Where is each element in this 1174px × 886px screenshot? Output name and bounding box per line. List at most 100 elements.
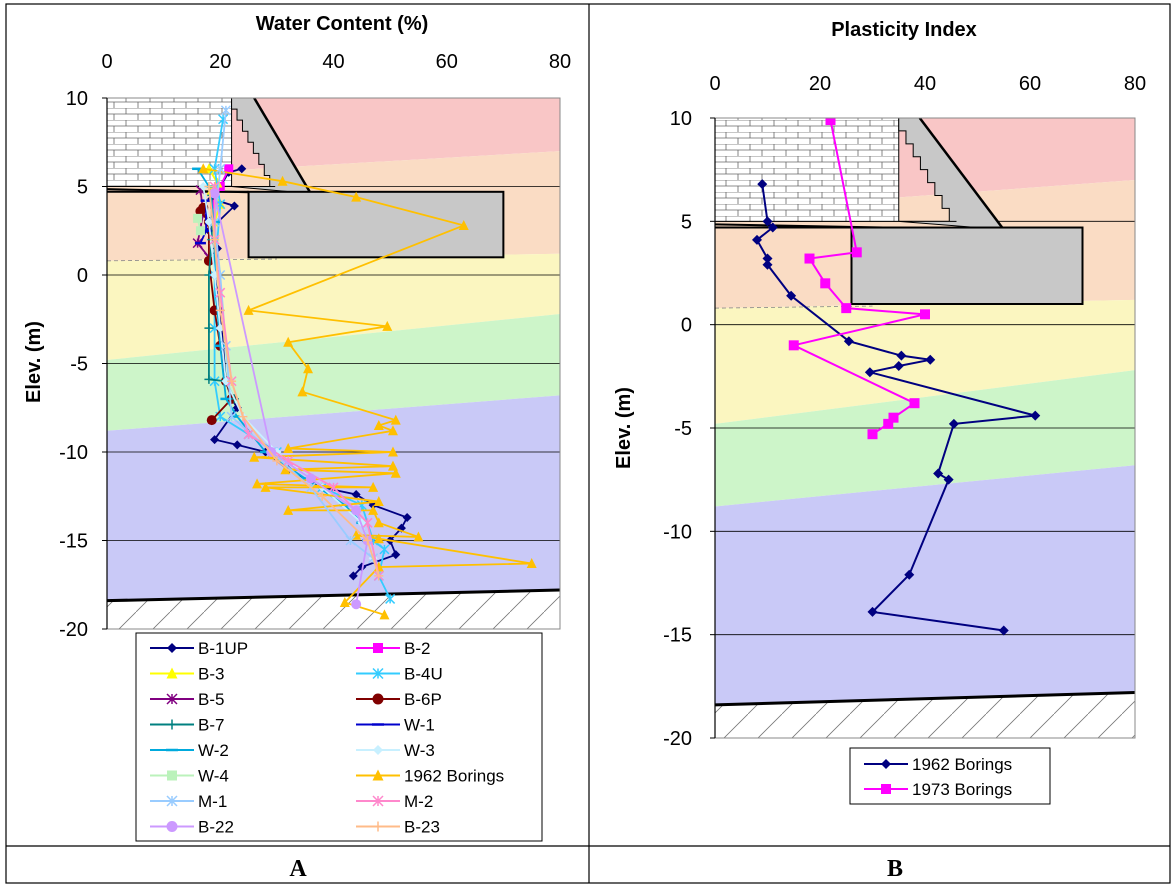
legend-label: B-7 xyxy=(198,716,224,735)
data-point xyxy=(195,226,205,236)
data-point xyxy=(368,504,379,515)
data-point xyxy=(762,253,773,264)
masonry-wall xyxy=(107,98,233,187)
data-point xyxy=(402,512,412,522)
data-point xyxy=(328,482,339,493)
embankment-slope xyxy=(898,118,1005,231)
boundary-dashed xyxy=(107,258,277,262)
legend-swatch-marker xyxy=(373,643,383,653)
legend-label: M-1 xyxy=(198,792,227,811)
data-point xyxy=(272,456,282,466)
data-point xyxy=(387,425,398,436)
y-tick-label: -20 xyxy=(663,728,692,750)
data-point xyxy=(209,376,220,387)
legend-label: 1962 Borings xyxy=(912,755,1012,774)
caption-b: B xyxy=(887,856,903,882)
data-point xyxy=(348,571,358,581)
legend-swatch-marker xyxy=(373,821,383,832)
data-point xyxy=(883,418,894,429)
boundary-dashed xyxy=(715,305,873,309)
soil-layer-4 xyxy=(715,370,1135,507)
data-point xyxy=(1030,410,1041,421)
legend-swatch-marker xyxy=(166,667,178,679)
chart-a-legend: B-1UP B-2 B-3 B-4U B-5 B-6P B-7 W-1 W-2 W-3 W-4 196… xyxy=(135,632,543,842)
data-point xyxy=(893,361,904,371)
data-point xyxy=(888,412,899,423)
chart-b-x-tick-labels: 0 20 40 60 80 xyxy=(709,73,1146,95)
data-point xyxy=(788,340,799,351)
data-point xyxy=(297,386,308,397)
data-point xyxy=(904,569,915,580)
legend-label: B-6P xyxy=(404,690,442,709)
data-point xyxy=(841,303,852,314)
legend-swatch-marker xyxy=(167,719,177,730)
data-point xyxy=(387,460,398,471)
data-point xyxy=(864,367,875,378)
data-point xyxy=(210,235,220,245)
x-tick-label: 60 xyxy=(1019,73,1041,95)
slope-edge xyxy=(253,98,312,195)
chart-b-y-tick-labels: 10 5 0 -5 -10 -15 -20 xyxy=(663,108,715,750)
series-b-23 xyxy=(204,182,384,581)
y-tick-label: -5 xyxy=(674,418,692,440)
caption-a: A xyxy=(289,856,307,882)
data-point xyxy=(391,550,401,560)
data-point xyxy=(243,429,254,440)
structure-block xyxy=(850,226,1084,306)
legend-label: W-1 xyxy=(404,716,435,735)
y-tick-label: 10 xyxy=(66,88,88,110)
masonry-wall xyxy=(715,118,900,222)
data-point xyxy=(933,468,944,479)
plasticity-index-chart: Plasticity Index Elev. (m) 0 20 40 60 80 10 5… xyxy=(613,19,1146,805)
data-point xyxy=(362,536,372,545)
data-point xyxy=(786,290,797,301)
legend-item: W-2 xyxy=(150,741,229,760)
legend-swatch-marker xyxy=(881,784,891,794)
series-1973-borings xyxy=(788,118,930,440)
data-point xyxy=(526,558,537,569)
legend-swatch-marker xyxy=(166,795,178,807)
y-tick-label: -20 xyxy=(59,619,88,641)
legend-swatch-marker xyxy=(372,667,384,680)
data-point xyxy=(458,219,469,230)
data-point xyxy=(362,517,373,528)
data-point xyxy=(232,440,242,450)
data-point xyxy=(920,309,930,320)
y-tick-label: -15 xyxy=(663,625,692,647)
chart-b-legend: 1962 Borings 1973 Borings xyxy=(849,747,1051,805)
data-point xyxy=(896,350,907,361)
legend-label: B-5 xyxy=(198,690,224,709)
legend-swatch-marker xyxy=(166,693,178,705)
y-tick-label: 0 xyxy=(77,265,88,287)
y-tick-label: -10 xyxy=(59,442,88,464)
data-point xyxy=(867,606,878,617)
legend-item: B-5 xyxy=(150,690,224,709)
x-tick-label: 80 xyxy=(1124,73,1146,95)
legend-swatch-marker xyxy=(881,759,891,769)
chart-b-title: Plasticity Index xyxy=(831,19,977,41)
data-point xyxy=(909,398,920,409)
legend-label: B-23 xyxy=(404,818,440,837)
chart-a-x-tick-labels: 0 20 40 60 80 xyxy=(101,51,571,73)
legend-item: W-1 xyxy=(356,716,435,735)
data-point xyxy=(351,191,362,202)
x-tick-label: 0 xyxy=(709,73,720,95)
bedrock-hatch xyxy=(107,590,560,629)
y-tick-label: 5 xyxy=(681,211,692,233)
chart-b-plot-area xyxy=(714,117,1136,739)
legend-label: B-3 xyxy=(198,665,224,684)
legend-item: B-1UP xyxy=(150,639,248,658)
data-point xyxy=(351,489,361,499)
legend-box xyxy=(849,747,1051,805)
data-point xyxy=(204,323,214,333)
y-tick-label: 5 xyxy=(77,177,88,199)
data-point xyxy=(374,571,384,581)
legend-item: B-23 xyxy=(356,818,440,837)
data-point xyxy=(843,336,854,347)
data-point xyxy=(804,253,815,264)
legend-swatch-marker xyxy=(372,769,384,781)
data-point xyxy=(229,201,239,211)
data-point xyxy=(283,336,294,347)
y-tick-label: -10 xyxy=(663,521,692,543)
